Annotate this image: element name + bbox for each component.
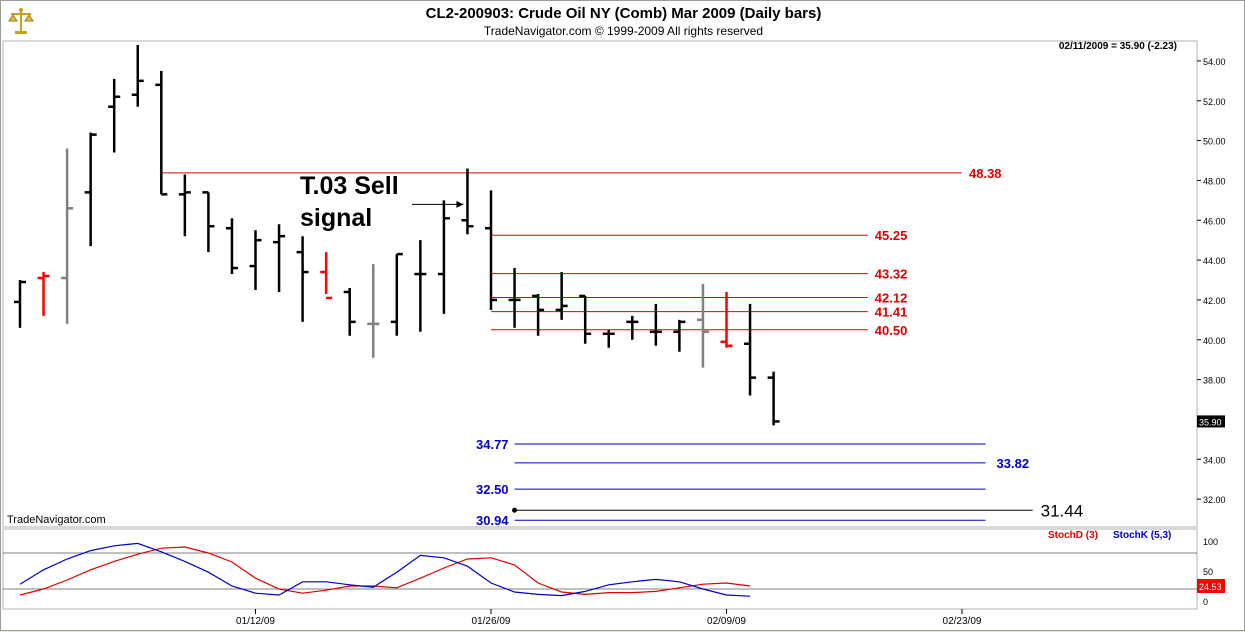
ohlc-bar [579, 294, 592, 344]
ohlc-bar [367, 264, 380, 358]
stoch-axis-label: 100 [1203, 537, 1218, 547]
ohlc-bar [696, 284, 709, 368]
ohlc-bar [626, 315, 639, 340]
ohlc-bar [320, 252, 333, 300]
quote-readout: 02/11/2009 = 35.90 (-2.23) [1059, 41, 1177, 52]
ohlc-bar [649, 303, 662, 346]
ohlc-bar [178, 174, 191, 237]
price-axis-label: 48.00 [1203, 176, 1226, 186]
stoch-k-line [19, 542, 751, 597]
last-price-marker [1197, 415, 1225, 428]
watermark: TradeNavigator.com [7, 514, 106, 526]
stoch-axis-label: 0 [1203, 597, 1208, 607]
stoch-last-value-marker [1197, 579, 1225, 593]
stoch-d-line [19, 546, 751, 596]
ohlc-bar [37, 272, 50, 316]
date-axis-label: 01/26/09 [472, 616, 511, 627]
price-axis-label: 40.00 [1203, 336, 1226, 346]
ohlc-bar [414, 240, 427, 332]
target-label: 33.82 [997, 456, 1030, 471]
ohlc-bar [249, 230, 262, 290]
target-label: 30.94 [476, 513, 509, 528]
stoch-last-value-label: 24.53 [1199, 582, 1222, 592]
ohlc-bar [744, 303, 757, 396]
ohlc-bar [296, 236, 309, 322]
ohlc-bar [14, 280, 26, 328]
price-axis-label: 42.00 [1203, 296, 1226, 306]
ohlc-bar [602, 329, 615, 348]
sell-signal-arrowhead [456, 200, 464, 208]
price-axis-label: 34.00 [1203, 455, 1226, 465]
ohlc-bar [108, 78, 121, 153]
resistance-label: 43.32 [875, 267, 908, 282]
ohlc-bar [437, 200, 450, 314]
price-axis-label: 32.00 [1203, 495, 1226, 505]
ohlc-bar [155, 70, 168, 196]
resistance-label: 41.41 [875, 305, 908, 320]
stoch-d-legend: StochD (3) [1048, 530, 1098, 541]
target-line-anchor [512, 507, 518, 513]
ohlc-bar [131, 44, 144, 107]
ohlc-bar [84, 132, 97, 247]
last-price-label: 35.90 [1199, 417, 1222, 427]
stochastic-layer: 100 50 0 24.53 [3, 537, 1225, 607]
resistance-label: 45.25 [875, 228, 908, 243]
ohlc-bar [461, 168, 474, 235]
stochastic-panel [2, 528, 1198, 610]
price-axis-label: 44.00 [1203, 256, 1226, 266]
chart-title: CL2-200903: Crude Oil NY (Comb) Mar 2009… [425, 5, 822, 22]
price-layer: 54.00 52.00 50.00 48.00 46.00 44.00 42.00 40.00… [14, 44, 1226, 627]
ohlc-bar [767, 371, 780, 426]
ohlc-bar [673, 319, 686, 352]
chart-header: CL2-200903: Crude Oil NY (Comb) Mar 2009… [1, 1, 1245, 41]
resistance-label: 48.38 [969, 166, 1002, 181]
ohlc-bar [485, 190, 497, 310]
ohlc-bar [508, 268, 521, 328]
ohlc-bar [225, 218, 238, 275]
resistance-label: 40.50 [875, 323, 908, 338]
ohlc-bar [61, 148, 74, 324]
date-axis-label: 02/09/09 [707, 616, 746, 627]
price-axis-label: 46.00 [1203, 216, 1226, 226]
date-axis-label: 01/12/09 [236, 616, 275, 627]
ohlc-bar [720, 291, 733, 348]
price-panel [2, 40, 1198, 528]
price-axis-label: 54.00 [1203, 57, 1226, 67]
ohlc-bar [343, 287, 356, 336]
scales-logo-icon [8, 8, 34, 34]
copyright-line: TradeNavigator.com © 1999-2009 All right… [483, 24, 764, 38]
ohlc-bar [555, 272, 568, 320]
price-axis-label: 50.00 [1203, 137, 1226, 147]
stoch-k-legend: StochK (5,3) [1113, 530, 1171, 541]
ohlc-bar [273, 224, 286, 292]
target-label: 31.44 [1041, 501, 1084, 520]
ohlc-bar [202, 191, 215, 253]
annotation-line1: T.03 Sell [300, 172, 399, 200]
stoch-axis-label: 50 [1203, 567, 1213, 577]
price-axis-label: 52.00 [1203, 97, 1226, 107]
ohlc-bar [390, 252, 403, 336]
annotation-line2: signal [300, 204, 372, 232]
date-axis-label: 02/23/09 [943, 616, 982, 627]
target-label: 34.77 [476, 437, 509, 452]
target-label: 32.50 [476, 482, 509, 497]
ohlc-bar [532, 293, 545, 336]
resistance-label: 42.12 [875, 291, 908, 306]
price-axis-label: 38.00 [1203, 376, 1226, 386]
